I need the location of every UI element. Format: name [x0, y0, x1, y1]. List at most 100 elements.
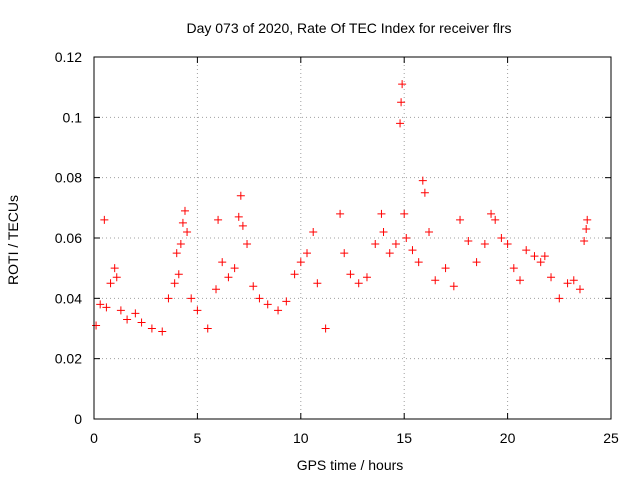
- data-point: [116, 306, 125, 315]
- data-point: [472, 258, 481, 267]
- data-point: [183, 227, 192, 236]
- data-point: [480, 240, 489, 249]
- data-point: [249, 282, 258, 291]
- x-tick-label: 0: [90, 430, 98, 446]
- chart-title: Day 073 of 2020, Rate Of TEC Index for r…: [186, 20, 511, 36]
- y-axis-label: ROTI / TECUs: [5, 195, 21, 285]
- data-point: [296, 258, 305, 267]
- data-point: [547, 273, 556, 282]
- data-point: [255, 294, 264, 303]
- data-point: [243, 240, 252, 249]
- data-point: [340, 249, 349, 258]
- data-point: [456, 215, 465, 224]
- data-point: [218, 258, 227, 267]
- x-tick-label: 15: [396, 430, 412, 446]
- data-point: [575, 285, 584, 294]
- data-point: [96, 300, 105, 309]
- data-point: [497, 234, 506, 242]
- data-point: [92, 321, 101, 330]
- data-point: [303, 249, 312, 258]
- data-point: [396, 119, 405, 128]
- y-tick-label: 0.08: [55, 170, 82, 186]
- data-point: [530, 252, 539, 261]
- x-tick-label: 25: [603, 430, 619, 446]
- data-point: [336, 209, 345, 218]
- data-point: [397, 98, 406, 107]
- data-point: [491, 215, 500, 224]
- data-point: [569, 276, 578, 285]
- plot-frame: [93, 56, 612, 420]
- data-point: [112, 273, 121, 282]
- data-point: [176, 240, 185, 249]
- data-point: [174, 270, 183, 279]
- data-point: [536, 258, 545, 267]
- data-point: [234, 212, 243, 221]
- x-tick-label: 20: [500, 430, 516, 446]
- data-point: [238, 221, 247, 230]
- data-point: [385, 249, 394, 258]
- data-point: [522, 246, 531, 255]
- grid: [94, 57, 611, 419]
- data-point: [212, 285, 221, 294]
- y-tick-label: 0.12: [55, 49, 82, 65]
- data-point: [391, 240, 400, 249]
- data-point: [414, 258, 423, 267]
- data-point: [408, 246, 417, 255]
- y-tick-label: 0: [74, 411, 82, 427]
- data-point: [580, 237, 589, 246]
- data-point: [354, 279, 363, 288]
- data-point: [503, 240, 512, 249]
- data-point: [563, 279, 572, 288]
- data-point: [164, 294, 173, 303]
- data-point: [203, 324, 212, 333]
- data-points: [92, 80, 592, 336]
- data-point: [172, 249, 181, 258]
- data-point: [400, 209, 409, 218]
- data-point: [487, 209, 496, 218]
- data-point: [263, 300, 272, 309]
- data-point: [516, 276, 525, 285]
- data-point: [449, 282, 458, 291]
- data-point: [464, 237, 473, 246]
- data-point: [158, 327, 167, 336]
- data-point: [290, 270, 299, 279]
- data-point: [398, 80, 407, 89]
- x-axis-label: GPS time / hours: [297, 457, 404, 473]
- data-point: [425, 227, 434, 236]
- data-point: [110, 264, 119, 273]
- data-point: [441, 264, 450, 273]
- y-tick-label: 0.1: [63, 109, 83, 125]
- data-point: [282, 297, 291, 306]
- data-point: [362, 273, 371, 282]
- data-point: [236, 191, 245, 200]
- data-point: [377, 209, 386, 218]
- data-point: [100, 215, 109, 224]
- data-point: [170, 279, 179, 288]
- y-tick-label: 0.04: [55, 290, 82, 306]
- data-point: [402, 234, 411, 242]
- data-point: [371, 240, 380, 249]
- data-point: [555, 294, 564, 303]
- data-point: [431, 276, 440, 285]
- data-point: [214, 215, 223, 224]
- y-tick-label: 0.06: [55, 230, 82, 246]
- data-point: [224, 273, 233, 282]
- data-point: [274, 306, 283, 315]
- data-point: [178, 218, 187, 227]
- data-point: [321, 324, 330, 333]
- data-point: [582, 224, 591, 233]
- data-point: [230, 264, 239, 273]
- y-tick-label: 0.02: [55, 351, 82, 367]
- data-point: [123, 315, 132, 324]
- data-point: [583, 215, 592, 224]
- data-point: [106, 279, 115, 288]
- data-point: [313, 279, 322, 288]
- data-point: [509, 264, 518, 273]
- data-point: [379, 227, 388, 236]
- data-point: [131, 309, 140, 318]
- axis-ticks: 0 5 10 15 20 25 0 0.02 0.04 0.06 0.08 0.1 0.12: [55, 49, 619, 446]
- data-point: [102, 303, 111, 312]
- x-tick-label: 10: [293, 430, 309, 446]
- data-point: [147, 324, 156, 333]
